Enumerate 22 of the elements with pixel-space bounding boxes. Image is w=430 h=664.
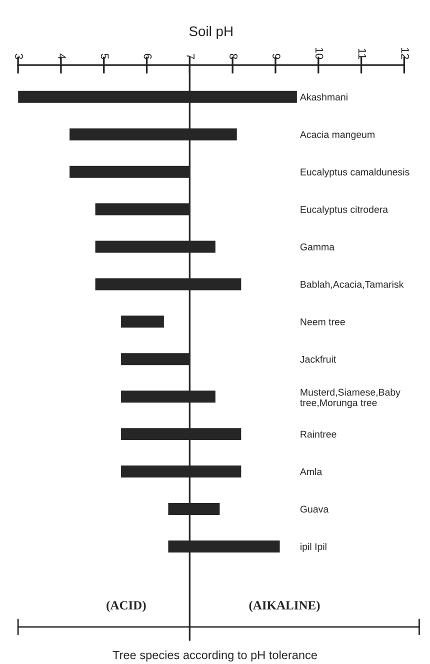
text: Tree species according to pH tolerance — [112, 650, 317, 662]
y-tick-label: ipil Ipil — [300, 542, 326, 552]
y-tick-label: Akashmani — [300, 93, 348, 101]
text: (AIKALINE) — [249, 600, 320, 612]
y-tick-label: Acacia mangeum — [300, 130, 374, 140]
y-tick-label: Musterd,Siamese,Baby tree,Morunga tree — [300, 388, 400, 408]
text: (ACID) — [106, 600, 146, 612]
y-tick-label: Amla — [300, 468, 322, 476]
x-tick-label: 12 — [401, 48, 410, 59]
y-tick-label: Jackfruit — [300, 356, 336, 363]
y-tick-label: Neem tree — [300, 318, 345, 326]
x-axis-title: Soil pH — [189, 26, 232, 39]
x-tick-label: 7 — [186, 54, 194, 59]
y-tick-label: Eucalyptus citrodera — [300, 206, 388, 215]
y-tick-label: Raintree — [300, 430, 336, 438]
y-tick-label: Guava — [300, 506, 329, 513]
x-tick-label: 11 — [358, 48, 366, 59]
y-tick-label: Bablah,Acacia,Tamarisk — [300, 280, 404, 289]
x-tick-label: 8 — [230, 54, 238, 60]
y-tick-label: Eucalyptus camaldunesis — [300, 168, 410, 178]
y-tick-label: Gamma — [300, 243, 335, 250]
x-tick-label: 10 — [315, 48, 324, 60]
